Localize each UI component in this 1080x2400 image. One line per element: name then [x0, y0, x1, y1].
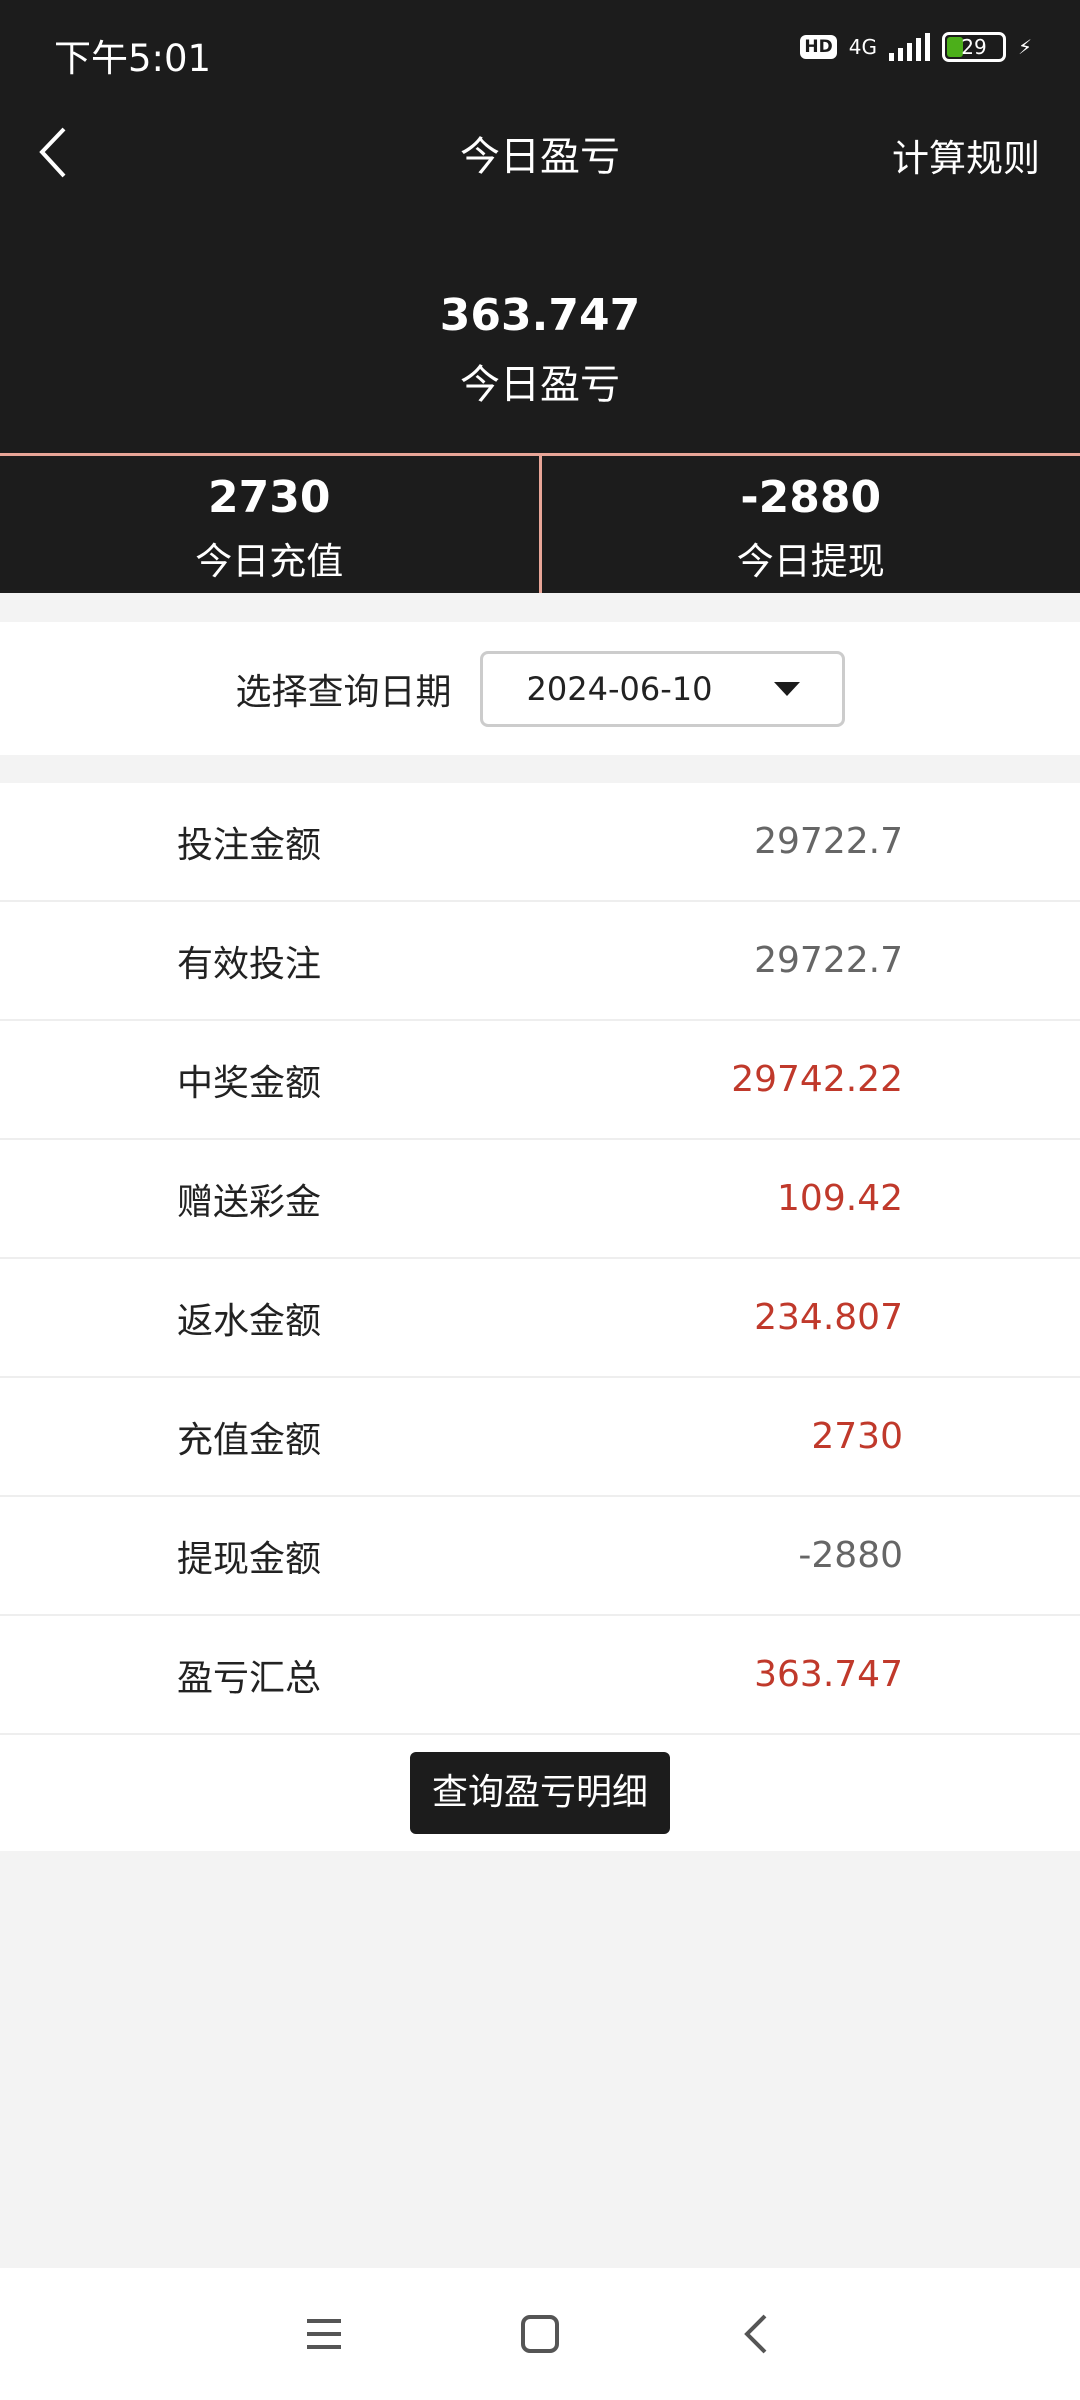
battery-icon: 29 — [941, 32, 1006, 62]
calculation-rules-link[interactable]: 计算规则 — [892, 137, 1040, 180]
today-profit-value: 363.747 — [439, 290, 641, 341]
network-type: 4G — [848, 35, 877, 59]
stat-withdraw: -2880 今日提现 — [542, 456, 1080, 593]
stat-value: -2880 — [740, 472, 882, 523]
signal-icon — [888, 33, 930, 61]
stat-label: 今日提现 — [736, 540, 885, 583]
summary-list: 投注金额 29722.7 有效投注 29722.7 中奖金额 29742.22 赠送彩金 10… — [0, 783, 1080, 1851]
item-label: 有效投注 — [177, 943, 322, 985]
item-label: 返水金额 — [177, 1300, 322, 1342]
today-profit-label: 今日盈亏 — [460, 362, 620, 408]
list-item: 中奖金额 29742.22 — [0, 1021, 1080, 1140]
home-icon[interactable] — [517, 2311, 563, 2357]
item-label: 盈亏汇总 — [177, 1657, 322, 1699]
list-item: 有效投注 29722.7 — [0, 902, 1080, 1021]
list-item: 充值金额 2730 — [0, 1378, 1080, 1497]
status-time: 下午5:01 — [54, 37, 212, 80]
item-label: 充值金额 — [177, 1419, 322, 1461]
back-icon[interactable] — [36, 125, 76, 180]
page-title: 今日盈亏 — [460, 134, 620, 180]
list-item: 提现金额 -2880 — [0, 1497, 1080, 1616]
item-value: 363.747 — [754, 1654, 903, 1695]
stats-panel: 2730 今日充值 -2880 今日提现 — [0, 453, 1080, 593]
stat-value: 2730 — [208, 472, 331, 523]
item-value: 2730 — [811, 1416, 903, 1457]
date-filter: 选择查询日期 2024-06-10 — [0, 622, 1080, 755]
stat-label: 今日充值 — [195, 540, 344, 583]
item-value: 109.42 — [777, 1178, 903, 1219]
item-label: 提现金额 — [177, 1538, 322, 1580]
item-value: 29742.22 — [731, 1059, 903, 1100]
item-value: 29722.7 — [754, 940, 903, 981]
system-nav-bar — [0, 2268, 1080, 2400]
item-value: 29722.7 — [754, 821, 903, 862]
item-value: 234.807 — [754, 1297, 903, 1338]
status-icons: HD 4G 29 ⚡ — [800, 32, 1032, 62]
hd-icon: HD — [800, 35, 837, 59]
list-item: 投注金额 29722.7 — [0, 783, 1080, 902]
menu-icon[interactable] — [301, 2311, 347, 2357]
caret-down-icon — [773, 681, 800, 696]
date-filter-label: 选择查询日期 — [235, 671, 452, 713]
list-item: 盈亏汇总 363.747 — [0, 1616, 1080, 1735]
charging-icon: ⚡ — [1017, 35, 1032, 59]
item-label: 中奖金额 — [177, 1062, 322, 1104]
header-area: 下午5:01 HD 4G 29 ⚡ 今日盈亏 计算规则 363.747 今日盈亏… — [0, 0, 1080, 593]
query-detail-button[interactable]: 查询盈亏明细 — [409, 1752, 670, 1834]
back-nav-icon[interactable] — [733, 2311, 779, 2357]
item-value: -2880 — [798, 1535, 903, 1576]
stat-recharge: 2730 今日充值 — [0, 456, 542, 593]
list-item: 返水金额 234.807 — [0, 1259, 1080, 1378]
item-label: 赠送彩金 — [177, 1181, 322, 1223]
list-item: 赠送彩金 109.42 — [0, 1140, 1080, 1259]
item-label: 投注金额 — [177, 824, 322, 866]
date-select[interactable]: 2024-06-10 — [479, 650, 845, 727]
date-value: 2024-06-10 — [526, 669, 713, 708]
